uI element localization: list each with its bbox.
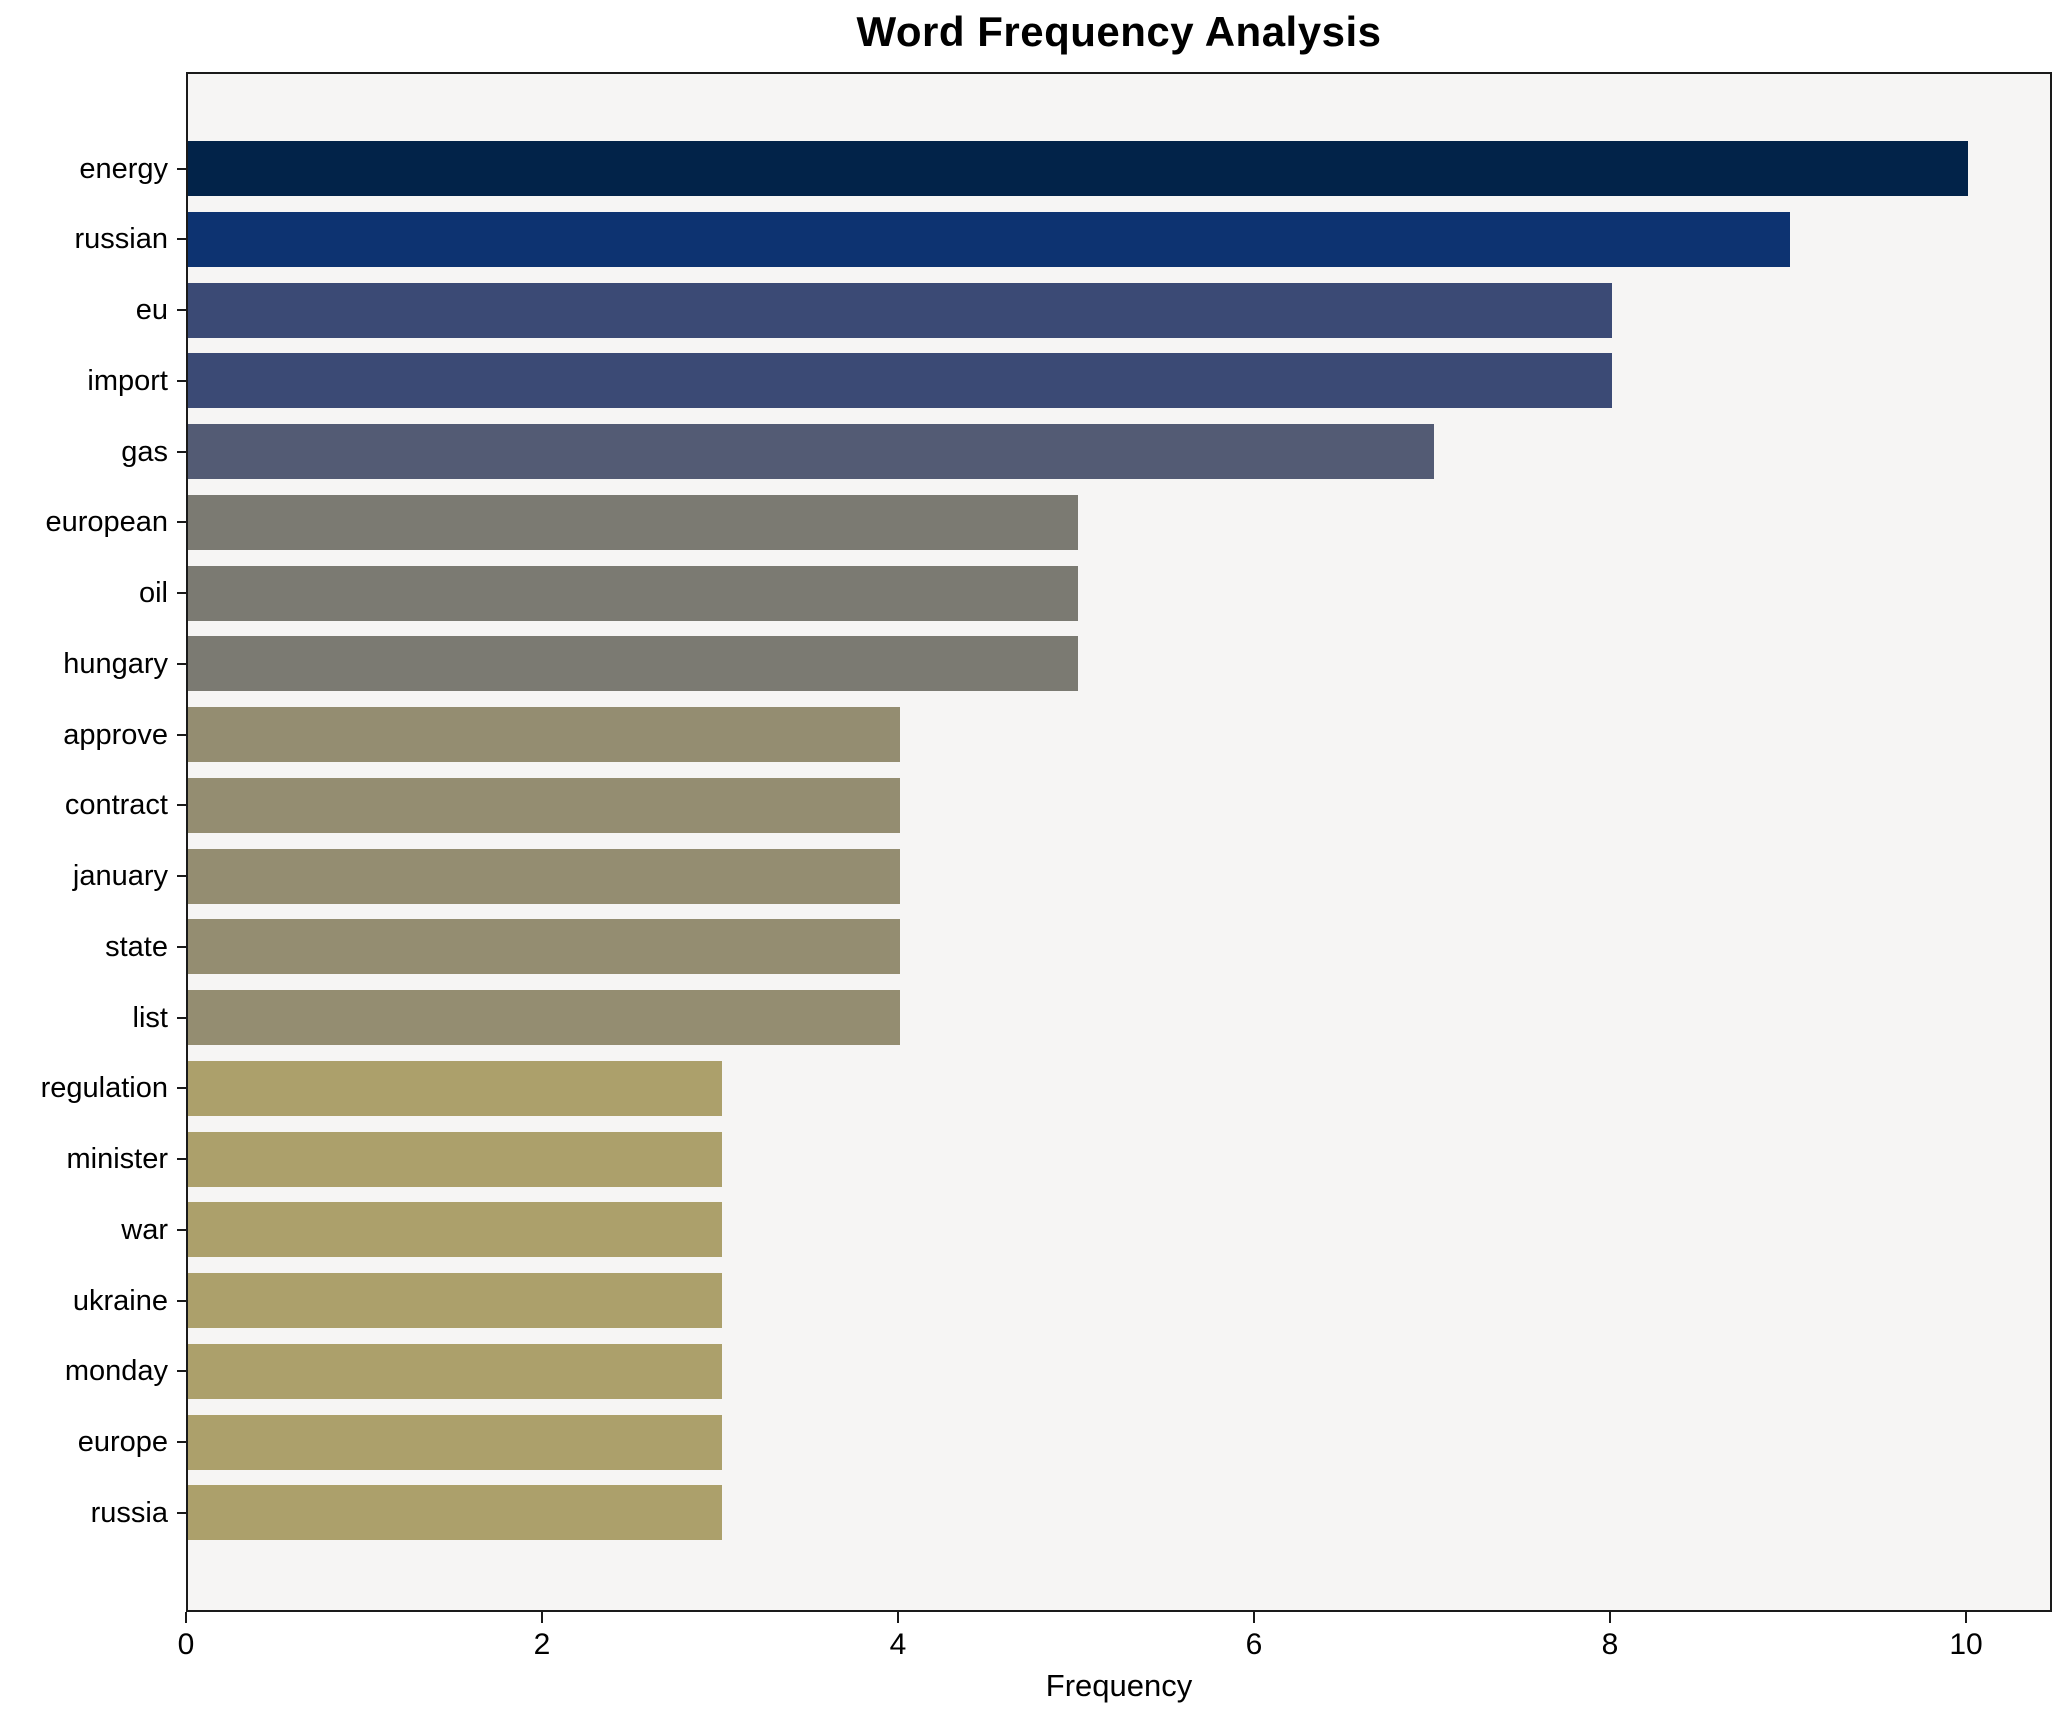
y-tick-label-regulation: regulation (40, 1072, 168, 1105)
y-tick-mark (177, 1299, 186, 1302)
y-tick-label-russian: russian (74, 223, 169, 256)
bar-ukraine (188, 1273, 722, 1329)
bar-january (188, 848, 900, 904)
y-tick-label-approve: approve (63, 718, 168, 751)
bar-oil (188, 565, 1078, 621)
y-tick-label-european: european (45, 506, 168, 539)
y-tick-label-january: january (72, 860, 168, 893)
y-tick-mark (177, 379, 186, 382)
bar-eu (188, 282, 1612, 338)
x-tick-mark (1609, 1612, 1611, 1623)
y-tick-label-europe: europe (77, 1426, 168, 1459)
bar-minister (188, 1131, 722, 1187)
x-tick-mark (1253, 1612, 1255, 1623)
bar-approve (188, 707, 900, 763)
y-tick-label-russia: russia (90, 1496, 168, 1529)
bar-list (188, 990, 900, 1046)
y-tick-label-monday: monday (64, 1355, 168, 1388)
bar-russia (188, 1485, 722, 1541)
bar-european (188, 494, 1078, 550)
y-tick-label-list: list (132, 1001, 168, 1034)
bar-gas (188, 424, 1434, 480)
y-tick-mark (177, 521, 186, 524)
y-tick-mark (177, 1158, 186, 1161)
y-tick-mark (177, 1087, 186, 1090)
bar-energy (188, 141, 1968, 196)
bar-import (188, 353, 1612, 409)
y-tick-mark (177, 875, 186, 878)
y-tick-label-eu: eu (135, 294, 168, 327)
x-tick-label-8: 8 (1601, 1628, 1619, 1661)
y-tick-mark (177, 662, 186, 665)
y-tick-mark (177, 1228, 186, 1231)
bar-russian (188, 211, 1790, 267)
y-tick-mark (177, 1370, 186, 1373)
y-tick-label-contract: contract (64, 789, 168, 822)
y-tick-mark (177, 1016, 186, 1019)
y-tick-label-ukraine: ukraine (72, 1284, 168, 1317)
x-tick-label-4: 4 (889, 1628, 907, 1661)
y-tick-label-state: state (105, 930, 168, 963)
y-tick-mark (177, 804, 186, 807)
y-tick-mark (177, 733, 186, 736)
x-tick-mark (185, 1612, 187, 1623)
x-tick-label-2: 2 (533, 1628, 551, 1661)
y-tick-label-war: war (121, 1213, 168, 1246)
x-tick-label-6: 6 (1245, 1628, 1263, 1661)
bar-contract (188, 777, 900, 833)
x-tick-mark (897, 1612, 899, 1623)
y-tick-label-gas: gas (121, 435, 168, 468)
y-tick-mark (177, 167, 186, 170)
y-tick-mark (177, 1441, 186, 1444)
y-tick-mark (177, 450, 186, 453)
bar-monday (188, 1343, 722, 1399)
y-tick-label-energy: energy (79, 152, 168, 185)
x-tick-mark (1965, 1612, 1967, 1623)
y-tick-mark (177, 592, 186, 595)
plot-area (186, 72, 2052, 1612)
y-tick-label-hungary: hungary (63, 647, 168, 680)
y-tick-label-minister: minister (66, 1143, 168, 1176)
chart-title: Word Frequency Analysis (856, 8, 1382, 55)
y-tick-mark (177, 309, 186, 312)
x-axis-label: Frequency (1045, 1668, 1193, 1703)
bar-regulation (188, 1060, 722, 1116)
bar-hungary (188, 636, 1078, 692)
x-tick-label-10: 10 (1949, 1628, 1983, 1661)
y-tick-label-oil: oil (138, 577, 168, 610)
bar-europe (188, 1414, 722, 1470)
y-tick-mark (177, 1511, 186, 1514)
bar-war (188, 1202, 722, 1258)
y-tick-mark (177, 945, 186, 948)
bar-state (188, 919, 900, 975)
x-tick-label-0: 0 (177, 1628, 195, 1661)
y-tick-mark (177, 238, 186, 241)
y-tick-label-import: import (87, 364, 168, 397)
x-tick-mark (541, 1612, 543, 1623)
